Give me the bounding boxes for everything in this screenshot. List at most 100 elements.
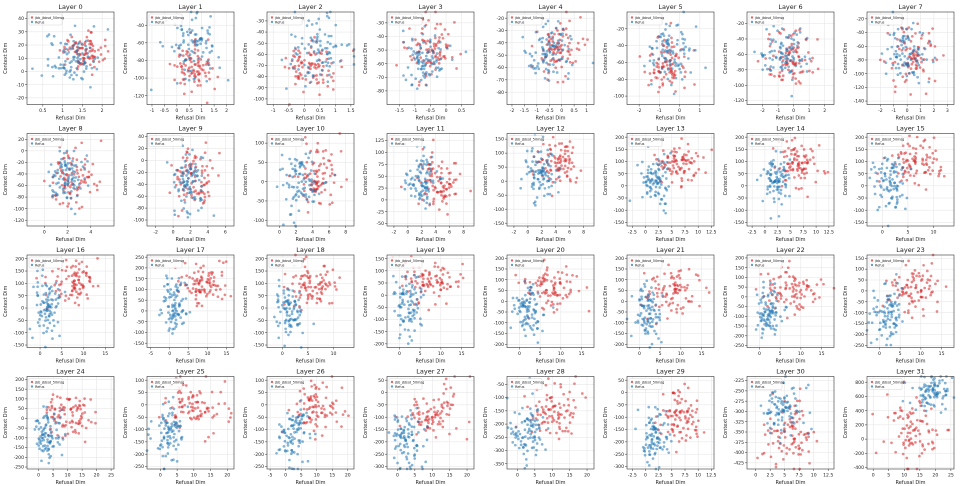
- data-point: [673, 58, 676, 61]
- data-point: [780, 172, 784, 176]
- data-point: [771, 58, 774, 62]
- data-point: [671, 301, 675, 305]
- legend-label: jbb_jbbsd_50msg: [514, 137, 544, 141]
- data-point: [784, 57, 787, 60]
- data-point: [785, 54, 789, 58]
- data-point: [411, 283, 414, 287]
- data-point: [796, 44, 799, 48]
- data-point: [425, 201, 429, 205]
- data-point: [426, 285, 430, 289]
- x-tick-label: 0: [638, 351, 641, 357]
- data-point: [557, 190, 560, 194]
- data-point: [187, 47, 191, 51]
- data-point: [176, 279, 180, 283]
- data-point: [521, 297, 524, 301]
- data-point: [185, 195, 188, 198]
- data-point: [200, 55, 204, 58]
- data-point: [327, 57, 331, 61]
- axes-frame: [506, 133, 595, 227]
- data-point: [898, 180, 902, 184]
- data-point: [555, 308, 559, 311]
- data-point: [305, 142, 308, 146]
- data-point: [400, 275, 404, 278]
- data-point: [431, 160, 434, 164]
- x-tick-label: 0: [168, 351, 171, 357]
- data-point: [340, 65, 344, 69]
- data-point: [441, 177, 445, 180]
- data-point: [924, 158, 928, 162]
- data-point: [31, 336, 34, 340]
- data-point: [552, 70, 555, 74]
- data-point: [74, 265, 78, 268]
- data-point: [418, 196, 422, 199]
- data-point: [160, 311, 164, 315]
- data-point: [427, 308, 431, 312]
- data-point: [678, 146, 681, 150]
- data-point: [552, 303, 555, 306]
- data-point: [223, 284, 227, 287]
- data-point: [548, 43, 552, 47]
- data-point: [54, 198, 58, 201]
- legend-label: Refus: [515, 142, 525, 146]
- data-point: [797, 61, 801, 65]
- data-point: [74, 259, 78, 263]
- data-point: [64, 258, 68, 262]
- x-tick-label: 2: [66, 230, 69, 236]
- data-point: [317, 81, 320, 84]
- series-blue: [755, 149, 792, 220]
- data-point: [325, 64, 329, 67]
- data-point: [511, 296, 515, 300]
- legend-label: jbb_jbbsd_50msg: [874, 137, 904, 141]
- data-point: [340, 185, 343, 189]
- data-point: [332, 181, 336, 185]
- y-tick-label: 100: [615, 159, 624, 165]
- data-point: [212, 276, 216, 279]
- data-point: [287, 66, 291, 70]
- data-point: [300, 36, 304, 40]
- data-point: [293, 299, 297, 303]
- data-point: [545, 268, 549, 272]
- data-point: [196, 49, 200, 52]
- x-axis-label: Refusal Dim: [535, 359, 565, 365]
- data-point: [803, 161, 807, 164]
- data-point: [286, 300, 290, 304]
- plot-area: [27, 133, 114, 226]
- data-point: [795, 46, 799, 50]
- data-point: [416, 168, 419, 172]
- data-point: [896, 153, 900, 157]
- data-point: [421, 147, 425, 151]
- x-tick-label: 1: [200, 108, 203, 114]
- y-tick-label: -20: [16, 95, 24, 101]
- data-point: [304, 289, 308, 292]
- x-tick-label: 0: [172, 230, 175, 236]
- data-point: [652, 58, 656, 62]
- data-point: [401, 288, 405, 291]
- axes-frame: [26, 254, 115, 348]
- data-point: [187, 176, 190, 180]
- data-point: [557, 142, 561, 145]
- data-point: [879, 186, 883, 189]
- data-point: [517, 306, 521, 309]
- y-tick-label: 150: [855, 147, 864, 153]
- data-point: [808, 158, 812, 162]
- legend-label: jbb_jbbsd_50msg: [154, 16, 184, 20]
- data-point: [91, 48, 95, 51]
- data-point: [281, 183, 285, 187]
- data-point: [202, 288, 206, 291]
- data-point: [780, 41, 783, 45]
- data-point: [790, 37, 793, 40]
- legend-label: Refus: [155, 142, 165, 146]
- y-tick-label: 50: [258, 160, 264, 166]
- x-tick-label: 2: [295, 230, 298, 236]
- data-point: [35, 303, 39, 307]
- data-point: [409, 317, 413, 321]
- data-point: [410, 58, 414, 62]
- data-point: [902, 64, 906, 67]
- data-point: [168, 292, 172, 296]
- data-point: [651, 53, 655, 56]
- data-point: [654, 185, 658, 189]
- data-point: [795, 158, 799, 162]
- y-tick-label: -100: [254, 97, 265, 103]
- legend-label: Refus: [635, 142, 645, 146]
